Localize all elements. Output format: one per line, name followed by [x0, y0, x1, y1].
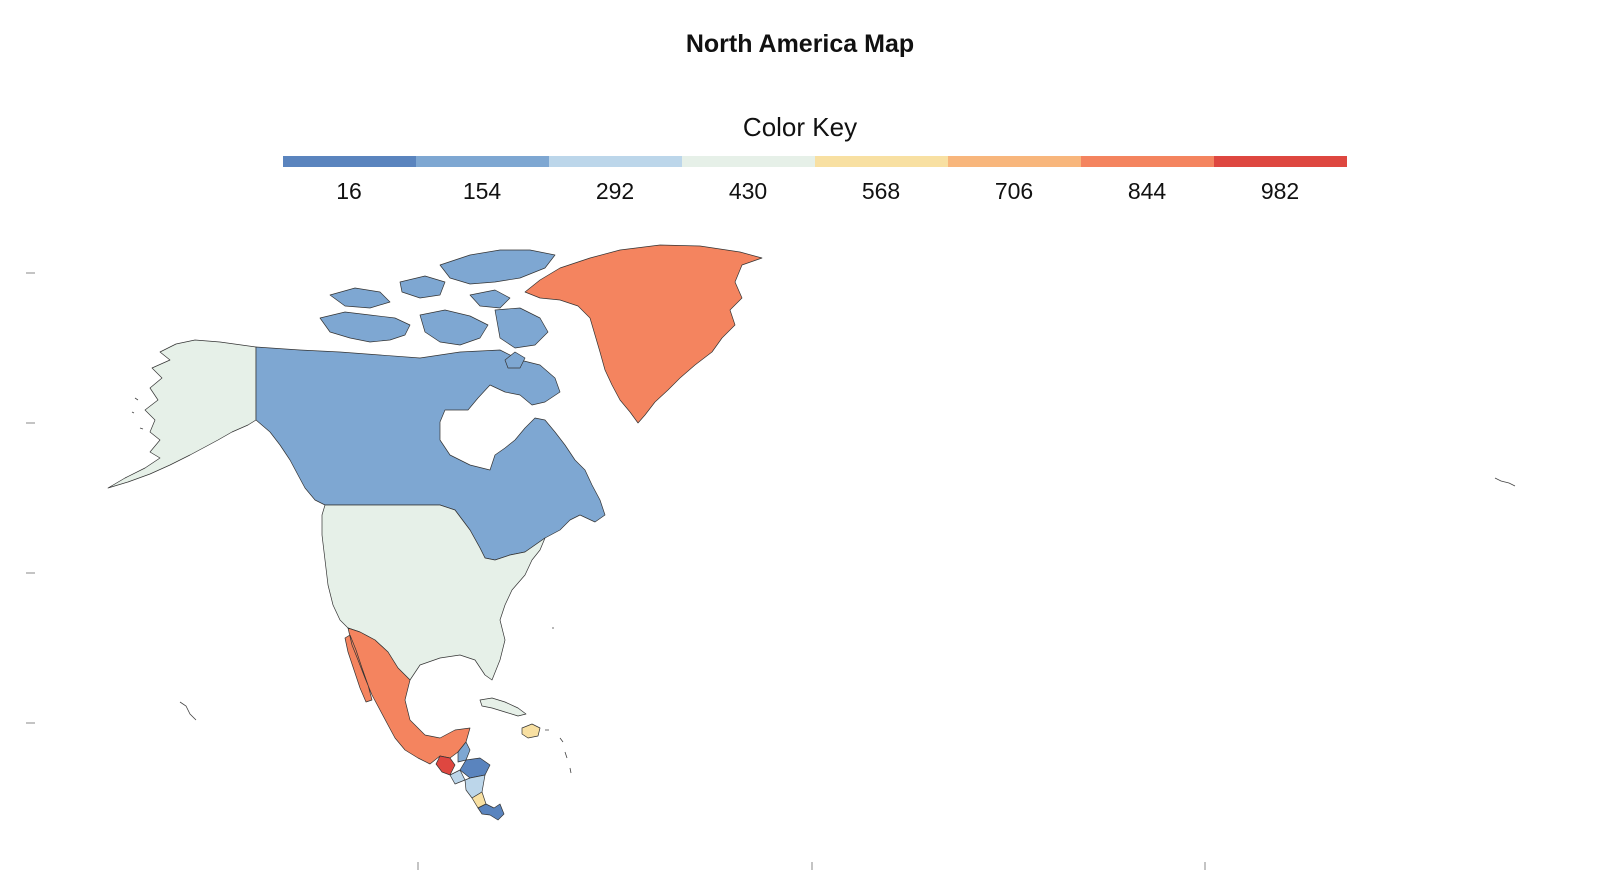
- key-label-4: 568: [861, 178, 901, 204]
- region-hispaniola: [521, 723, 541, 739]
- legend-title: Color Key: [742, 112, 858, 142]
- key-label-1: 154: [462, 178, 502, 204]
- key-swatch-6: [1081, 156, 1214, 167]
- key-swatch-1: [416, 156, 549, 167]
- key-swatch-5: [948, 156, 1081, 167]
- color-key: 16 154 292 430 568 706 844 982: [283, 156, 1347, 216]
- key-swatch-7: [1214, 156, 1347, 167]
- region-panama: [477, 803, 505, 821]
- region-guatemala: [435, 755, 456, 776]
- key-label-5: 706: [994, 178, 1034, 204]
- key-swatch-0: [283, 156, 416, 167]
- key-label-7: 982: [1260, 178, 1300, 204]
- region-united-states: [321, 504, 546, 681]
- region-honduras: [459, 757, 491, 779]
- key-swatch-3: [682, 156, 815, 167]
- page-title: North America Map: [685, 30, 915, 58]
- region-canada-arctic: [319, 249, 556, 369]
- region-belize: [457, 741, 471, 763]
- axis-ticks: [26, 272, 1206, 870]
- aleutian-islands: [131, 397, 1516, 487]
- key-label-0: 16: [336, 178, 362, 204]
- key-label-3: 430: [728, 178, 768, 204]
- region-greenland: [524, 244, 763, 424]
- key-label-2: 292: [595, 178, 635, 204]
- key-swatch-2: [549, 156, 682, 167]
- region-alaska: [107, 339, 257, 489]
- key-label-6: 844: [1127, 178, 1167, 204]
- caribbean-islands: [179, 627, 572, 774]
- region-cuba: [479, 697, 527, 717]
- key-swatch-4: [815, 156, 948, 167]
